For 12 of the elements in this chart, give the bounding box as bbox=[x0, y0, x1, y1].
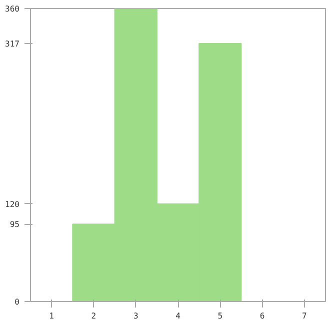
y-tick-label: 0 bbox=[14, 298, 20, 306]
y-tick-label: 95 bbox=[10, 220, 20, 230]
y-tick-label: 360 bbox=[5, 4, 20, 14]
x-tick-label: 2 bbox=[91, 312, 96, 320]
y-tick-label: 317 bbox=[5, 39, 20, 48]
y-tick-label: 120 bbox=[5, 200, 20, 209]
x-tick-label: 6 bbox=[260, 312, 265, 320]
x-tick-label: 3 bbox=[133, 312, 138, 320]
x-tick-label: 1 bbox=[49, 312, 54, 320]
x-tick-label: 4 bbox=[176, 312, 181, 320]
x-tick-label: 5 bbox=[218, 312, 223, 320]
x-tick-label: 7 bbox=[302, 312, 308, 320]
